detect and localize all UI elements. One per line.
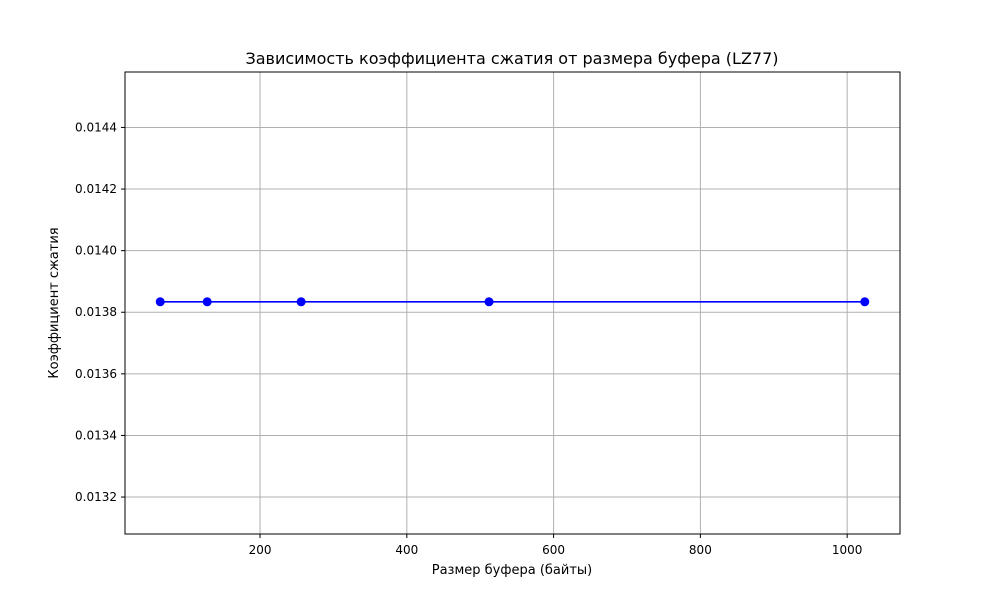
y-tick-label: 0.0144 bbox=[75, 120, 117, 134]
chart-title: Зависимость коэффициента сжатия от разме… bbox=[245, 49, 778, 68]
data-point bbox=[155, 297, 165, 307]
x-tick-label: 600 bbox=[542, 543, 565, 557]
plot-area-frame bbox=[124, 71, 901, 535]
x-axis: 200 400 600 800 1000 bbox=[249, 534, 863, 557]
grid bbox=[125, 72, 900, 534]
x-tick-label: 200 bbox=[249, 543, 272, 557]
y-tick-label: 0.0132 bbox=[75, 490, 117, 504]
x-tick-label: 400 bbox=[395, 543, 418, 557]
data-point bbox=[296, 297, 306, 307]
data-point bbox=[484, 297, 494, 307]
series-layer bbox=[155, 297, 870, 307]
y-tick-label: 0.0140 bbox=[75, 244, 117, 258]
data-point bbox=[860, 297, 870, 307]
y-axis: 0.0132 0.0134 0.0136 0.0138 0.0140 0.0142 0.01… bbox=[75, 120, 125, 504]
y-tick-label: 0.0136 bbox=[75, 367, 117, 381]
y-tick-label: 0.0142 bbox=[75, 182, 117, 196]
x-tick-label: 800 bbox=[689, 543, 712, 557]
y-tick-label: 0.0134 bbox=[75, 428, 117, 442]
y-axis-label: Коэффициент сжатия bbox=[47, 227, 62, 378]
x-axis-label: Размер буфера (байты) bbox=[432, 563, 593, 578]
data-point bbox=[202, 297, 212, 307]
x-tick-label: 1000 bbox=[832, 543, 863, 557]
y-tick-label: 0.0138 bbox=[75, 305, 117, 319]
